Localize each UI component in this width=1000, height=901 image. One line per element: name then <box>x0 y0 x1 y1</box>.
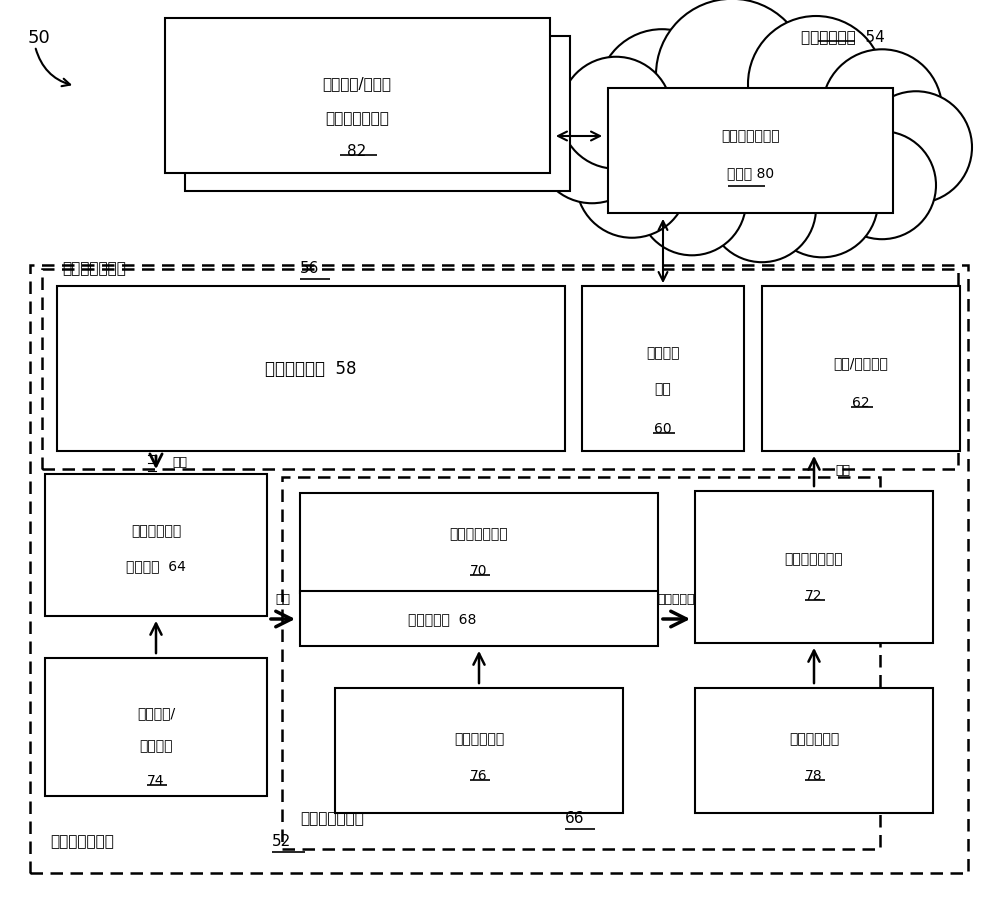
Text: 处理器 80: 处理器 80 <box>727 166 774 180</box>
FancyBboxPatch shape <box>335 688 623 813</box>
Text: 动作: 动作 <box>835 465 850 478</box>
Text: 语义处理器模块: 语义处理器模块 <box>300 811 364 826</box>
Text: 语音动作模块  58: 语音动作模块 58 <box>265 360 357 378</box>
Text: 在线接口: 在线接口 <box>646 346 680 360</box>
Text: 离线语法模型: 离线语法模型 <box>454 732 504 746</box>
Text: 62: 62 <box>852 396 870 410</box>
Text: 启用语音的应用: 启用语音的应用 <box>62 261 126 276</box>
FancyBboxPatch shape <box>45 474 267 616</box>
Text: 解析的文本: 解析的文本 <box>657 593 695 606</box>
FancyBboxPatch shape <box>57 286 565 451</box>
Text: 离线声音/: 离线声音/ <box>137 706 175 720</box>
Text: 78: 78 <box>805 769 823 783</box>
Text: 56: 56 <box>300 261 319 276</box>
Text: 82: 82 <box>347 143 367 159</box>
FancyBboxPatch shape <box>300 493 658 593</box>
Text: 动作构建器模块: 动作构建器模块 <box>785 552 843 566</box>
Text: 72: 72 <box>805 589 823 603</box>
Text: 60: 60 <box>654 422 672 436</box>
FancyBboxPatch shape <box>695 688 933 813</box>
Text: 74: 74 <box>147 774 165 788</box>
Text: 在线搜索服务  54: 在线搜索服务 54 <box>801 29 885 44</box>
Text: 文本: 文本 <box>276 593 290 606</box>
FancyBboxPatch shape <box>42 269 958 469</box>
Text: 对话管理器模块: 对话管理器模块 <box>450 527 508 541</box>
FancyBboxPatch shape <box>762 286 960 451</box>
FancyBboxPatch shape <box>282 477 880 849</box>
Text: 在线声音/语言、: 在线声音/语言、 <box>322 77 392 92</box>
Text: 66: 66 <box>565 811 584 826</box>
Text: 流传输语音到: 流传输语音到 <box>131 524 181 538</box>
FancyBboxPatch shape <box>695 491 933 643</box>
Text: 呈现/同步模块: 呈现/同步模块 <box>834 356 888 370</box>
FancyBboxPatch shape <box>300 591 658 646</box>
Text: 语法和动作模型: 语法和动作模型 <box>325 112 389 126</box>
Text: 语言模型: 语言模型 <box>139 739 173 753</box>
Text: 启用语音的设备: 启用语音的设备 <box>50 834 114 849</box>
FancyBboxPatch shape <box>608 88 893 213</box>
Text: 52: 52 <box>272 834 291 849</box>
FancyBboxPatch shape <box>45 658 267 796</box>
Text: 解析器模块  68: 解析器模块 68 <box>408 612 476 626</box>
FancyBboxPatch shape <box>185 36 570 191</box>
FancyBboxPatch shape <box>30 265 968 873</box>
FancyBboxPatch shape <box>165 18 550 173</box>
Text: 离线动作模块: 离线动作模块 <box>789 732 839 746</box>
FancyBboxPatch shape <box>582 286 744 451</box>
Text: 50: 50 <box>28 29 51 47</box>
Text: 模块: 模块 <box>655 382 671 396</box>
Text: 文本模块  64: 文本模块 64 <box>126 559 186 573</box>
Text: 70: 70 <box>470 564 488 578</box>
Text: 基于语音的查询: 基于语音的查询 <box>721 129 780 143</box>
Text: 语音: 语音 <box>172 456 187 469</box>
Text: 76: 76 <box>470 769 488 783</box>
